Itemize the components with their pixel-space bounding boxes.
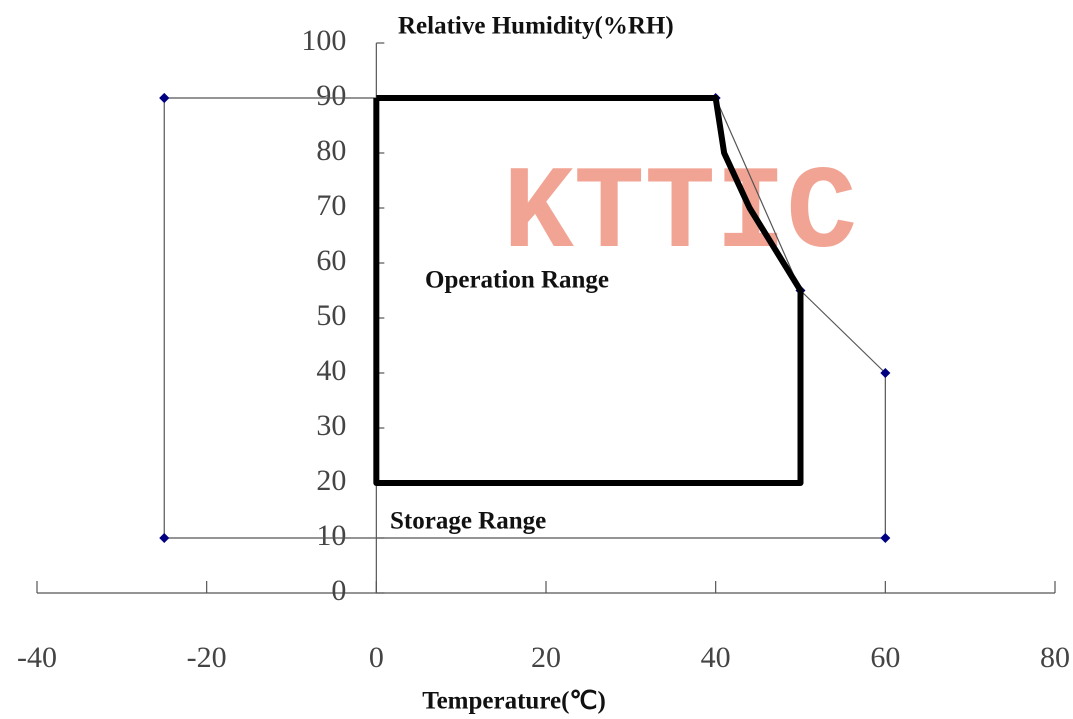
series-line <box>373 95 804 486</box>
marker <box>159 533 170 543</box>
x-tick-label: -40 <box>17 641 57 674</box>
y-tick-label: 80 <box>316 134 346 167</box>
y-tick-label: 60 <box>316 244 346 277</box>
marker <box>159 93 170 103</box>
y-tick-label: 30 <box>316 409 346 442</box>
y-tick-label: 0 <box>331 574 346 607</box>
watermark: KTTIC <box>503 149 857 282</box>
series-label: Operation Range <box>425 267 609 294</box>
y-axis-label: Relative Humidity(%RH) <box>398 13 674 40</box>
x-axis-label: Temperature(℃) <box>422 688 606 715</box>
x-tick-label: 60 <box>870 641 900 674</box>
x-tick-label: 20 <box>531 641 561 674</box>
x-tick-label: -20 <box>187 641 227 674</box>
y-tick-label: 100 <box>301 24 346 57</box>
marker <box>880 533 891 543</box>
x-tick-label: 80 <box>1040 641 1070 674</box>
y-tick-label: 40 <box>316 354 346 387</box>
y-tick-label: 20 <box>316 464 346 497</box>
x-tick-label: 0 <box>369 641 384 674</box>
x-tick-label: 40 <box>701 641 731 674</box>
y-tick-label: 90 <box>316 79 346 112</box>
y-tick-label: 50 <box>316 299 346 332</box>
y-tick-label: 70 <box>316 189 346 222</box>
marker <box>880 368 891 378</box>
series-label: Storage Range <box>390 508 546 535</box>
y-tick-label: 10 <box>316 519 346 552</box>
